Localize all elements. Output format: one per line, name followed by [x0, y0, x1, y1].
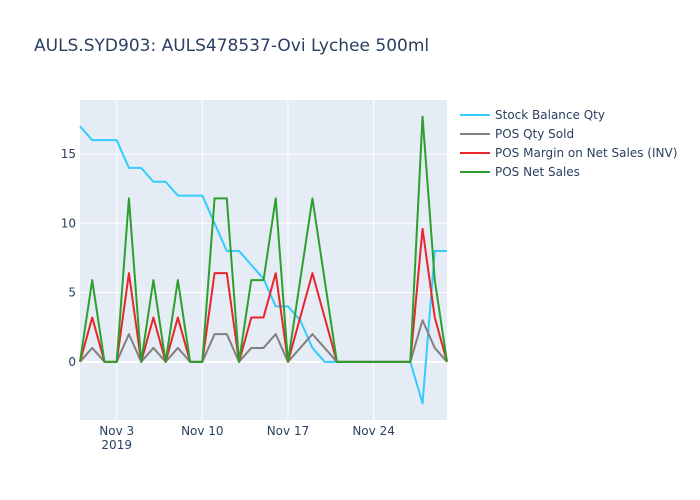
y-tick-label: 10 [61, 216, 76, 230]
legend-label: POS Net Sales [495, 165, 580, 179]
x-tick-label: Nov 24 [352, 424, 395, 438]
legend-label: POS Margin on Net Sales (INV) [495, 146, 677, 160]
series-layer [79, 115, 448, 405]
y-tick-label: 5 [68, 286, 76, 300]
y-tick-label: 0 [68, 355, 76, 369]
legend-item-1[interactable]: POS Qty Sold [460, 127, 574, 141]
series-line-3 [79, 115, 448, 363]
x-tick-label: Nov 10 [181, 424, 224, 438]
plot-area [80, 100, 447, 420]
x-tick-label: Nov 17 [267, 424, 310, 438]
legend-item-3[interactable]: POS Net Sales [460, 165, 580, 179]
x-tick-label: Nov 3 [99, 424, 134, 438]
legend-item-2[interactable]: POS Margin on Net Sales (INV) [460, 146, 677, 160]
legend-label: POS Qty Sold [495, 127, 574, 141]
y-tick-label: 15 [61, 147, 76, 161]
legend-label: Stock Balance Qty [495, 108, 605, 122]
x-tick-year-label: 2019 [101, 438, 132, 452]
chart-title: AULS.SYD903: AULS478537-Ovi Lychee 500ml [34, 36, 429, 56]
legend[interactable]: Stock Balance Qty POS Qty Sold POS Margin … [460, 108, 677, 179]
y-axis: 0 5 10 15 [61, 147, 76, 369]
legend-item-0[interactable]: Stock Balance Qty [460, 108, 605, 122]
